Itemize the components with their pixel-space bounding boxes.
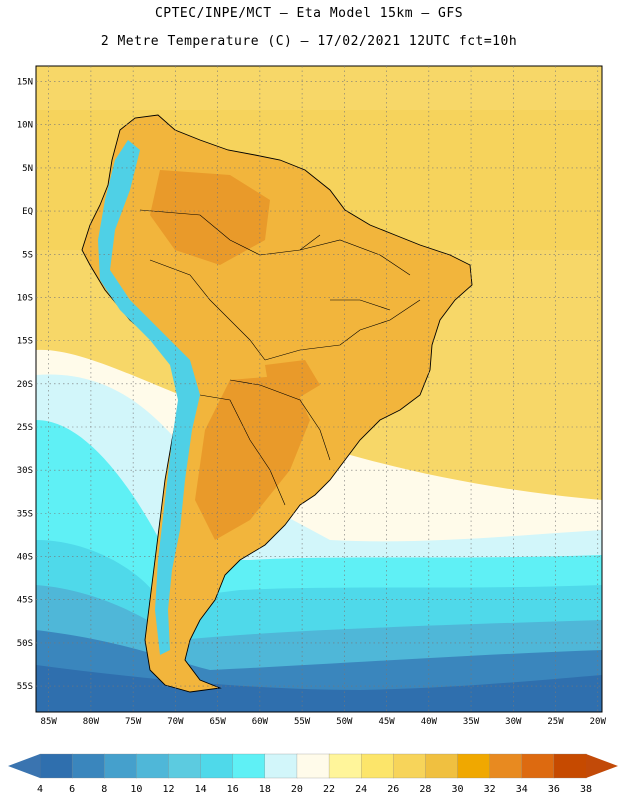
colorbar-swatch xyxy=(104,753,138,779)
colorbar-tick-label: 10 xyxy=(130,784,142,795)
colorbar-swatch xyxy=(328,753,362,779)
lon-tick-label: 30W xyxy=(505,717,522,727)
lon-tick-label: 65W xyxy=(209,717,226,727)
lat-tick-label: 55S xyxy=(17,682,33,692)
colorbar-swatch xyxy=(71,753,105,779)
lon-tick-label: 45W xyxy=(378,717,395,727)
lat-tick-label: 30S xyxy=(17,466,33,476)
colorbar-tick-label: 22 xyxy=(323,784,335,795)
lon-tick-label: 35W xyxy=(463,717,480,727)
lat-tick-label: 50S xyxy=(17,639,33,649)
lat-tick-label: 5N xyxy=(22,164,33,174)
lon-tick-label: 20W xyxy=(590,717,607,727)
lon-tick-label: 80W xyxy=(83,717,100,727)
hot-region-amazon xyxy=(150,170,270,265)
colorbar-tick-label: 38 xyxy=(580,784,592,795)
colorbar-tick-label: 8 xyxy=(101,784,107,795)
lat-tick-label: 20S xyxy=(17,380,33,390)
colorbar-swatch xyxy=(553,753,587,779)
latitude-labels: 15N 10N 5N EQ 5S 10S 15S 20S 25S 30S 35S 40S 45S 50S 5… xyxy=(17,78,33,693)
lon-tick-label: 40W xyxy=(421,717,438,727)
lon-tick-label: 55W xyxy=(294,717,311,727)
map-title-line1: CPTEC/INPE/MCT – Eta Model 15km – GFS xyxy=(154,6,464,21)
colorbar-low-arrow xyxy=(8,754,40,778)
andes-cold-strip xyxy=(98,140,200,655)
colorbar-swatch xyxy=(200,753,234,779)
lon-tick-label: 85W xyxy=(41,717,58,727)
lon-tick-label: 60W xyxy=(252,717,269,727)
colorbar-tick-label: 20 xyxy=(291,784,303,795)
lon-tick-label: 50W xyxy=(336,717,353,727)
colorbar-swatch xyxy=(393,753,427,779)
colorbar-tick-label: 18 xyxy=(259,784,271,795)
lat-tick-label: 45S xyxy=(17,596,33,606)
colorbar-swatch xyxy=(425,753,459,779)
colorbar-tick-label: 4 xyxy=(37,784,43,795)
lat-tick-label: 15N xyxy=(17,78,33,88)
colorbar-tick-label: 26 xyxy=(387,784,399,795)
colorbar-tick-label: 36 xyxy=(548,784,560,795)
ocean-band-10 xyxy=(36,665,602,712)
colorbar-tick-label: 6 xyxy=(69,784,75,795)
lat-tick-label: EQ xyxy=(22,207,33,217)
country-borders xyxy=(139,209,421,506)
colorbar-tick-label: 34 xyxy=(516,784,528,795)
hot-region-chaco xyxy=(195,375,310,540)
colorbar-labels: 4 6 8 10 12 14 16 18 20 22 24 26 28 30 32 34 36 38 xyxy=(37,784,592,795)
colorbar-tick-label: 30 xyxy=(452,784,464,795)
longitude-labels: 85W 80W 75W 70W 65W 60W 55W 50W 45W 40W 35W 30W 25W 2… xyxy=(41,717,607,727)
map-frame xyxy=(35,65,603,713)
map-title-line2: 2 Metre Temperature (C) – 17/02/2021 12U… xyxy=(100,34,518,49)
colorbar-swatch xyxy=(136,753,170,779)
colorbar-tick-label: 14 xyxy=(195,784,207,795)
colorbar-swatch xyxy=(457,753,491,779)
colorbar-swatch xyxy=(361,753,394,779)
temperature-colorbar xyxy=(8,753,618,779)
lat-tick-label: 5S xyxy=(22,250,33,260)
lat-tick-label: 10S xyxy=(17,293,33,303)
colorbar-swatch xyxy=(489,753,523,779)
lon-tick-label: 75W xyxy=(125,717,142,727)
colorbar-swatch xyxy=(521,753,555,779)
lat-tick-label: 25S xyxy=(17,423,33,433)
colorbar-tick-label: 28 xyxy=(419,784,431,795)
lat-tick-label: 10N xyxy=(17,121,33,131)
colorbar-tick-label: 24 xyxy=(355,784,367,795)
colorbar-swatch xyxy=(296,753,330,779)
lon-tick-label: 25W xyxy=(547,717,564,727)
colorbar-tick-label: 12 xyxy=(162,784,174,795)
colorbar-tick-label: 32 xyxy=(484,784,496,795)
colorbar-swatch xyxy=(39,753,73,779)
colorbar-swatch xyxy=(232,753,266,779)
lat-tick-label: 15S xyxy=(17,337,33,347)
lat-tick-label: 40S xyxy=(17,553,33,563)
colorbar-swatch xyxy=(168,753,202,779)
colorbar-tick-label: 16 xyxy=(227,784,239,795)
colorbar-swatch xyxy=(264,753,298,779)
colorbar-high-arrow xyxy=(586,754,618,778)
lat-tick-label: 35S xyxy=(17,509,33,519)
lon-tick-label: 70W xyxy=(167,717,184,727)
hot-region-pantanal xyxy=(265,360,320,400)
map-field xyxy=(36,66,602,712)
